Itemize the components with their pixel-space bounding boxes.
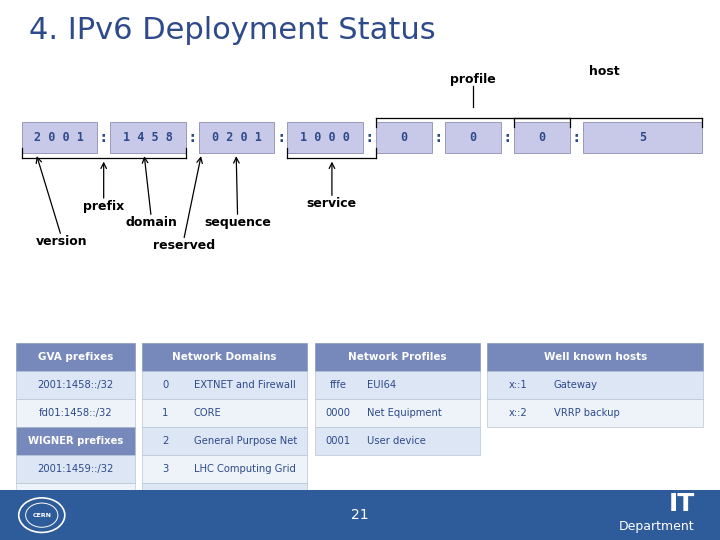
Text: host: host xyxy=(590,65,620,78)
Text: CORE: CORE xyxy=(194,408,222,418)
Text: 0: 0 xyxy=(162,380,168,390)
Bar xyxy=(315,427,480,455)
Text: version: version xyxy=(35,235,87,248)
Text: fd01:1458::/32: fd01:1458::/32 xyxy=(38,408,112,418)
Text: 5: 5 xyxy=(162,492,168,502)
Text: Network Profiles: Network Profiles xyxy=(348,352,446,362)
Text: 1 4 5 8: 1 4 5 8 xyxy=(123,131,173,144)
Bar xyxy=(315,399,480,427)
Bar xyxy=(16,427,135,455)
Text: 0 2 0 1: 0 2 0 1 xyxy=(212,131,261,144)
Bar xyxy=(142,371,307,399)
Text: Department: Department xyxy=(619,519,695,532)
Text: 1 0 0 0: 1 0 0 0 xyxy=(300,131,350,144)
Text: User device: User device xyxy=(366,436,426,446)
Text: 2 0 0 1: 2 0 0 1 xyxy=(35,131,84,144)
Bar xyxy=(16,399,135,427)
Text: General Purpose Net: General Purpose Net xyxy=(194,436,297,446)
Bar xyxy=(315,343,480,371)
Text: :: : xyxy=(366,131,372,145)
Text: WIGNER prefixes: WIGNER prefixes xyxy=(27,436,123,446)
Text: ALICE: ALICE xyxy=(194,492,222,502)
Text: 0000: 0000 xyxy=(325,408,351,418)
Bar xyxy=(583,122,702,153)
Text: fd01:1459::/32: fd01:1459::/32 xyxy=(38,492,112,502)
Text: 3: 3 xyxy=(162,464,168,474)
Text: :: : xyxy=(278,131,284,145)
Bar xyxy=(142,483,307,511)
Bar xyxy=(199,122,274,153)
Text: EXTNET and Firewall: EXTNET and Firewall xyxy=(194,380,296,390)
Text: CERN: CERN xyxy=(32,512,51,518)
Text: :: : xyxy=(505,131,510,145)
Text: 2001:1458::/32: 2001:1458::/32 xyxy=(37,380,113,390)
Bar xyxy=(487,371,703,399)
Bar xyxy=(110,122,186,153)
Bar xyxy=(16,483,135,511)
Text: :: : xyxy=(436,131,441,145)
Bar xyxy=(16,343,135,371)
Text: :: : xyxy=(189,131,195,145)
Text: 0: 0 xyxy=(539,131,546,144)
Text: sequence: sequence xyxy=(204,216,271,229)
Text: 0001: 0001 xyxy=(325,436,351,446)
Bar xyxy=(16,371,135,399)
Text: 0: 0 xyxy=(469,131,477,144)
Text: 5: 5 xyxy=(639,131,646,144)
Text: Gateway: Gateway xyxy=(554,380,598,390)
Text: x::2: x::2 xyxy=(508,408,527,418)
Text: Net Equipment: Net Equipment xyxy=(366,408,441,418)
Text: profile: profile xyxy=(450,73,496,86)
Text: LHC Computing Grid: LHC Computing Grid xyxy=(194,464,296,474)
Text: fffe: fffe xyxy=(329,380,346,390)
Bar xyxy=(0,490,720,540)
Bar xyxy=(142,343,307,371)
Text: :: : xyxy=(101,131,107,145)
Text: x::1: x::1 xyxy=(508,380,527,390)
Text: 4. IPv6 Deployment Status: 4. IPv6 Deployment Status xyxy=(29,16,436,45)
Bar xyxy=(376,122,432,153)
Text: reserved: reserved xyxy=(153,239,215,252)
Text: service: service xyxy=(307,197,357,210)
Text: GVA prefixes: GVA prefixes xyxy=(37,352,113,362)
Text: IT: IT xyxy=(669,492,695,516)
Text: 21: 21 xyxy=(351,508,369,522)
Text: VRRP backup: VRRP backup xyxy=(554,408,619,418)
Bar xyxy=(142,427,307,455)
Text: :: : xyxy=(574,131,580,145)
Text: 0: 0 xyxy=(400,131,408,144)
Bar xyxy=(22,122,97,153)
Bar xyxy=(16,455,135,483)
Text: 2001:1459::/32: 2001:1459::/32 xyxy=(37,464,114,474)
Text: EUI64: EUI64 xyxy=(366,380,396,390)
Bar xyxy=(514,122,570,153)
Bar xyxy=(142,399,307,427)
Bar xyxy=(445,122,501,153)
Text: Network Domains: Network Domains xyxy=(172,352,277,362)
Bar xyxy=(315,371,480,399)
Bar xyxy=(487,343,703,371)
Bar xyxy=(142,455,307,483)
Bar xyxy=(287,122,363,153)
Bar xyxy=(487,399,703,427)
Text: domain: domain xyxy=(125,216,177,229)
Text: 1: 1 xyxy=(162,408,168,418)
Text: prefix: prefix xyxy=(83,200,125,213)
Text: Well known hosts: Well known hosts xyxy=(544,352,647,362)
Text: 2: 2 xyxy=(162,436,168,446)
